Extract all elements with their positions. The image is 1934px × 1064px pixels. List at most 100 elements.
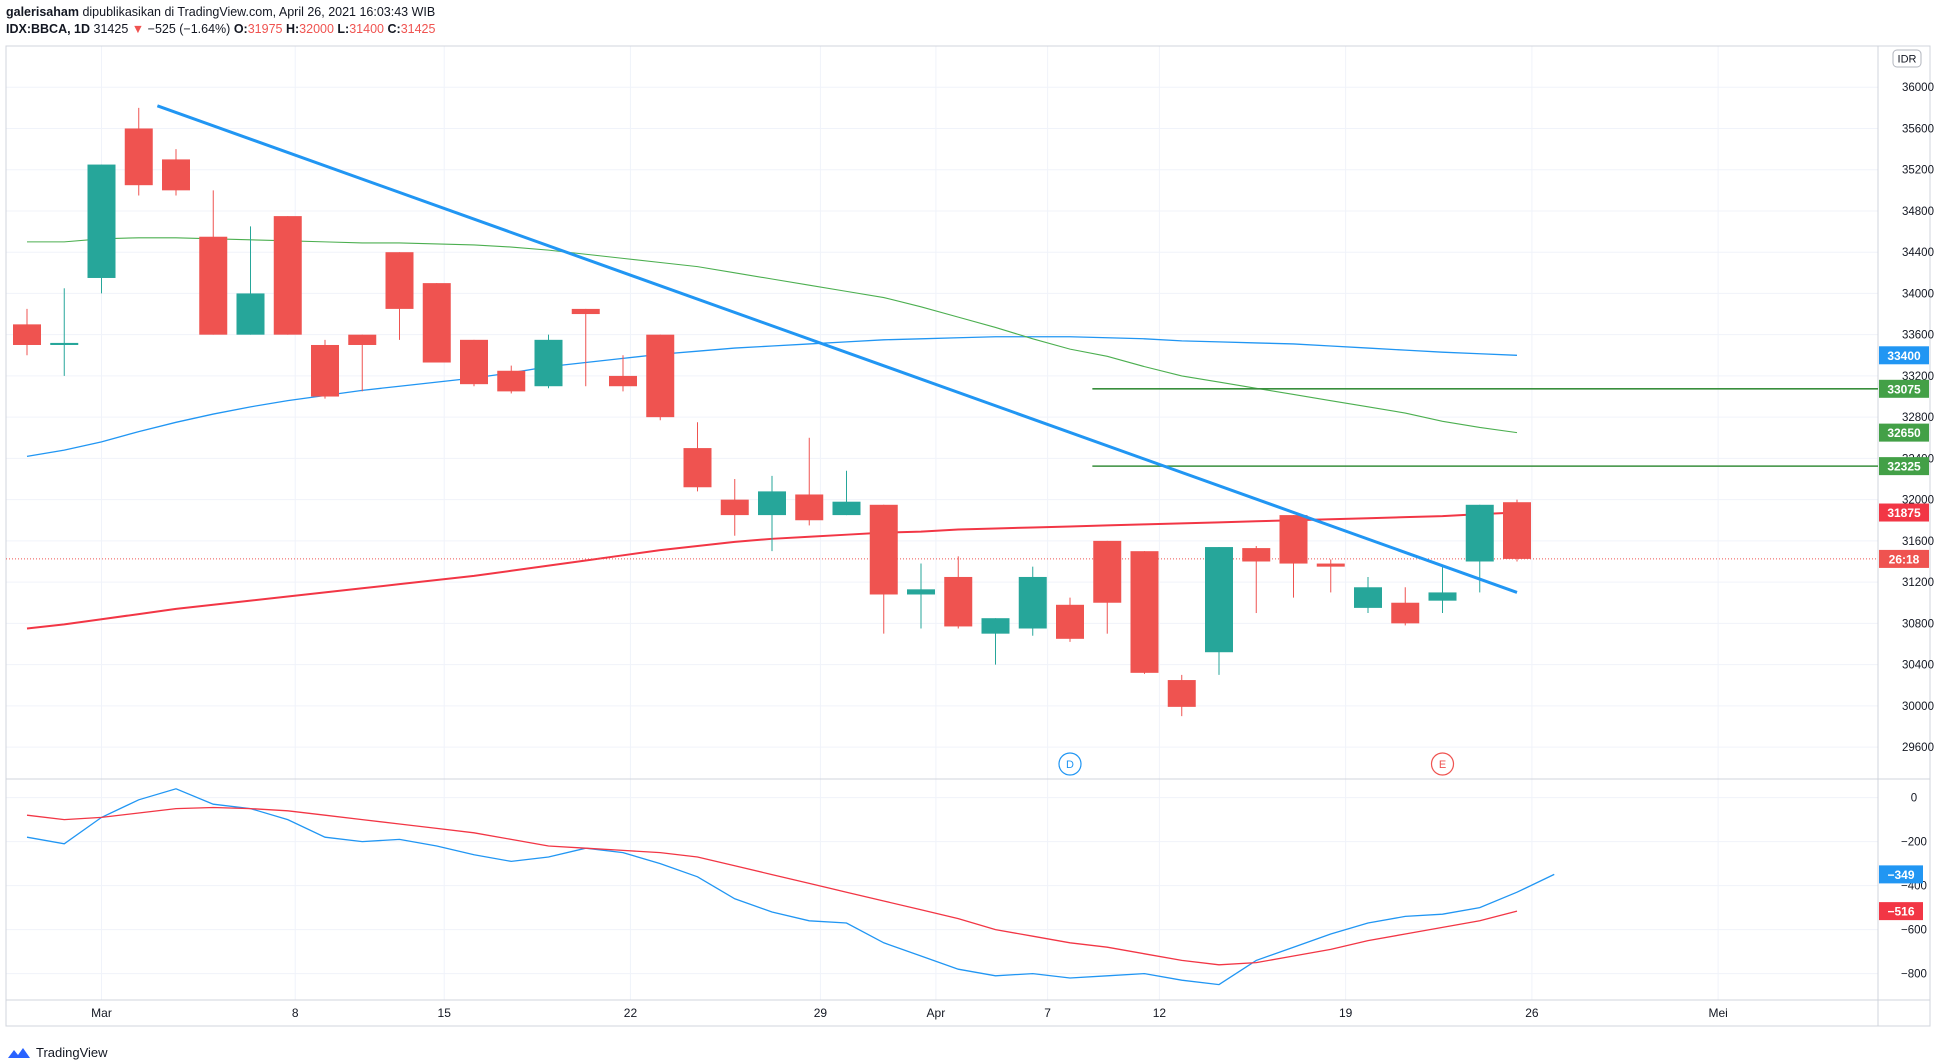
candle: [199, 190, 228, 335]
price-axis-label-bg: [1879, 346, 1929, 365]
price-tick-label: 31200: [1902, 577, 1934, 589]
candle-body: [981, 618, 1010, 634]
published-text: dipublikasikan di TradingView.com, April…: [82, 5, 436, 19]
macd-tick-label: −200: [1901, 837, 1927, 849]
candle: [87, 164, 116, 294]
down-arrow-icon: ▼: [131, 22, 145, 36]
close-label: C:: [387, 22, 401, 36]
candle-body: [609, 375, 637, 387]
author-name[interactable]: galerisaham: [6, 5, 79, 19]
candle: [832, 470, 861, 516]
candle: [1279, 515, 1308, 598]
downtrend-line: [156, 104, 1518, 594]
candle: [944, 556, 973, 629]
high-label: H:: [285, 22, 300, 36]
candle-body: [1167, 680, 1196, 707]
footer-brand[interactable]: TradingView: [8, 1045, 108, 1060]
price-axis-label: 33400: [1887, 349, 1921, 363]
candle-body: [1242, 548, 1271, 562]
candle: [311, 339, 339, 399]
candle: [422, 283, 451, 363]
candle: [1130, 551, 1159, 674]
chart-frame: [5, 45, 1931, 1027]
candle-body: [348, 334, 377, 345]
price-axis-label: 32325: [1887, 460, 1921, 474]
candle: [758, 475, 786, 552]
price-tick-label: 36000: [1902, 82, 1934, 94]
candle: [236, 226, 265, 335]
candle-body: [87, 164, 116, 278]
price-tick-label: 30800: [1902, 618, 1934, 630]
candle-body: [1316, 563, 1345, 567]
candle: [1428, 566, 1457, 614]
candle: [534, 334, 563, 389]
low-value: 31400: [349, 22, 384, 36]
candle: [683, 422, 712, 492]
candle-body: [646, 334, 675, 418]
candle: [460, 339, 488, 387]
candle: [273, 216, 302, 335]
ma-blue-line: [26, 336, 1518, 457]
price-axis-label-bg: [1879, 503, 1929, 522]
candle-body: [869, 504, 898, 595]
candle: [13, 308, 41, 356]
candle-body: [534, 339, 563, 387]
candle-body: [124, 128, 153, 186]
candle-body: [1279, 515, 1308, 564]
macd-axis-label-bg: [1879, 865, 1923, 884]
candle-body: [385, 252, 414, 309]
candle: [795, 437, 824, 526]
event-marker-label: E: [1439, 759, 1446, 771]
macd-tick-label: −800: [1901, 969, 1927, 981]
open-value: 31975: [247, 22, 283, 36]
candle-body: [683, 448, 712, 488]
symbol-label[interactable]: IDX:BBCA, 1D: [6, 22, 91, 36]
price-axis-label-bg: [1879, 549, 1929, 568]
time-tick-label: Mei: [1708, 1006, 1727, 1020]
signal-line: [26, 806, 1518, 966]
candle: [981, 618, 1010, 665]
candle: [497, 365, 526, 394]
price-axis-label-bg: [1879, 423, 1929, 442]
candle: [1205, 547, 1233, 675]
candle-body: [311, 344, 339, 397]
candle-body: [1428, 592, 1457, 601]
price-tick-label: 34800: [1902, 206, 1934, 218]
price-axis-label: 31875: [1887, 506, 1921, 520]
candle: [385, 252, 414, 340]
candle: [124, 107, 153, 196]
macd-tick-label: 0: [1911, 793, 1917, 805]
candle: [720, 479, 749, 536]
candle: [869, 504, 898, 634]
price-tick-label: 32800: [1902, 412, 1934, 424]
chart-header: galerisaham dipublikasikan di TradingVie…: [6, 4, 435, 38]
candle: [162, 149, 190, 196]
price-tick-label: 34400: [1902, 247, 1934, 259]
price-tick-label: 33600: [1902, 330, 1934, 342]
candle: [348, 334, 377, 392]
publish-line: galerisaham dipublikasikan di TradingVie…: [6, 4, 435, 21]
price-tick-label: 30400: [1902, 660, 1934, 672]
candle-body: [1205, 547, 1233, 653]
candle-body: [944, 576, 973, 627]
candle-body: [1391, 602, 1420, 624]
price-change: −525 (−1.64%): [147, 22, 231, 36]
macd-axis-label: −516: [1887, 905, 1914, 919]
price-tick-label: 35600: [1902, 123, 1934, 135]
time-tick-label: 22: [624, 1006, 638, 1020]
time-tick-label: 7: [1044, 1006, 1051, 1020]
footer-brand-label: TradingView: [36, 1045, 108, 1060]
candle-body: [720, 499, 749, 516]
open-label: O:: [233, 22, 248, 36]
candle: [1316, 559, 1345, 593]
candle-body: [460, 339, 488, 385]
candle: [571, 308, 600, 387]
close-value: 31425: [400, 22, 436, 36]
last-price: 31425: [93, 22, 129, 36]
price-axis-label: 33075: [1887, 382, 1921, 396]
candle-body: [1503, 502, 1531, 559]
candle-body: [571, 308, 600, 315]
candle: [1056, 597, 1084, 642]
high-value: 32000: [299, 22, 334, 36]
